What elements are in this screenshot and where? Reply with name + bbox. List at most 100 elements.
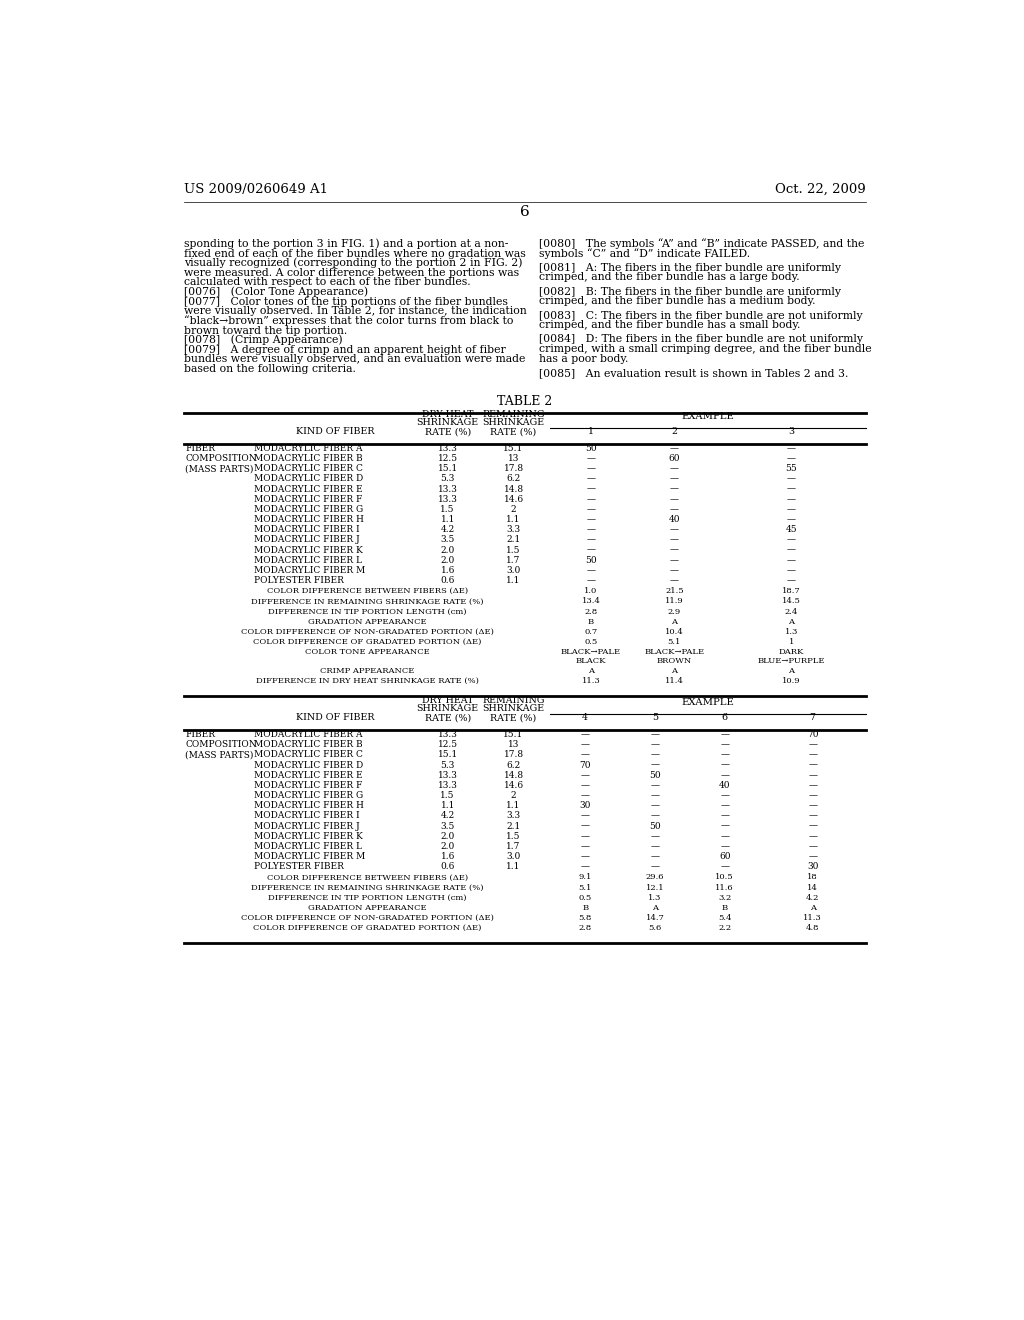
Text: 6.2: 6.2	[507, 760, 520, 770]
Text: MODACRYLIC FIBER B: MODACRYLIC FIBER B	[254, 454, 362, 463]
Text: —: —	[786, 566, 796, 576]
Text: 30: 30	[807, 862, 818, 871]
Text: 1.1: 1.1	[507, 576, 521, 585]
Text: —: —	[581, 741, 590, 750]
Text: —: —	[650, 730, 659, 739]
Text: 70: 70	[580, 760, 591, 770]
Text: MODACRYLIC FIBER D: MODACRYLIC FIBER D	[254, 474, 364, 483]
Text: 4: 4	[583, 713, 588, 722]
Text: 1.1: 1.1	[507, 862, 521, 871]
Text: 2.4: 2.4	[784, 607, 798, 615]
Text: 5.1: 5.1	[668, 638, 681, 645]
Text: —: —	[786, 556, 796, 565]
Text: crimped, and the fiber bundle has a small body.: crimped, and the fiber bundle has a smal…	[539, 321, 800, 330]
Text: were measured. A color difference between the portions was: were measured. A color difference betwee…	[183, 268, 519, 277]
Text: 17.8: 17.8	[504, 751, 523, 759]
Text: —: —	[720, 760, 729, 770]
Text: —: —	[720, 771, 729, 780]
Text: 15.1: 15.1	[437, 751, 458, 759]
Text: A: A	[788, 618, 795, 626]
Text: [0084]   D: The fibers in the fiber bundle are not uniformly: [0084] D: The fibers in the fiber bundle…	[539, 334, 863, 345]
Text: 1.1: 1.1	[440, 515, 455, 524]
Text: [0085]   An evaluation result is shown in Tables 2 and 3.: [0085] An evaluation result is shown in …	[539, 368, 848, 378]
Text: —: —	[720, 842, 729, 851]
Text: 15.1: 15.1	[437, 465, 458, 474]
Text: crimped, and the fiber bundle has a large body.: crimped, and the fiber bundle has a larg…	[539, 272, 800, 282]
Text: 11.9: 11.9	[665, 598, 684, 606]
Text: —: —	[650, 812, 659, 821]
Text: BLACK: BLACK	[575, 657, 606, 665]
Text: 50: 50	[586, 556, 597, 565]
Text: —: —	[650, 862, 659, 871]
Text: KIND OF FIBER: KIND OF FIBER	[296, 428, 375, 436]
Text: 13.3: 13.3	[437, 484, 458, 494]
Text: 1.7: 1.7	[507, 556, 521, 565]
Text: 14.6: 14.6	[504, 495, 523, 504]
Text: MODACRYLIC FIBER C: MODACRYLIC FIBER C	[254, 465, 364, 474]
Text: 5.4: 5.4	[718, 913, 731, 923]
Text: —: —	[786, 506, 796, 513]
Text: —: —	[720, 741, 729, 750]
Text: 0.7: 0.7	[585, 628, 598, 636]
Text: 70: 70	[807, 730, 818, 739]
Text: REMAINING: REMAINING	[482, 411, 545, 420]
Text: 2: 2	[511, 506, 516, 513]
Text: DARK: DARK	[778, 648, 804, 656]
Text: —: —	[581, 791, 590, 800]
Text: —: —	[720, 862, 729, 871]
Text: A: A	[672, 618, 677, 626]
Text: [0076]   (Color Tone Appearance): [0076] (Color Tone Appearance)	[183, 286, 368, 297]
Text: DIFFERENCE IN TIP PORTION LENGTH (cm): DIFFERENCE IN TIP PORTION LENGTH (cm)	[268, 894, 466, 902]
Text: 6: 6	[520, 205, 529, 219]
Text: 29.6: 29.6	[646, 874, 665, 882]
Text: 13: 13	[508, 741, 519, 750]
Text: 3.5: 3.5	[440, 821, 455, 830]
Text: —: —	[670, 484, 679, 494]
Text: Oct. 22, 2009: Oct. 22, 2009	[775, 183, 866, 197]
Text: —: —	[587, 506, 596, 513]
Text: 13.3: 13.3	[437, 444, 458, 453]
Text: 1.6: 1.6	[440, 853, 455, 861]
Text: —: —	[720, 812, 729, 821]
Text: 0.5: 0.5	[585, 638, 598, 645]
Text: 2.8: 2.8	[585, 607, 598, 615]
Text: 4.2: 4.2	[440, 812, 455, 821]
Text: 1.5: 1.5	[440, 506, 455, 513]
Text: 3.5: 3.5	[440, 536, 455, 544]
Text: brown toward the tip portion.: brown toward the tip portion.	[183, 326, 347, 335]
Text: 14.8: 14.8	[504, 484, 523, 494]
Text: CRIMP APPEARANCE: CRIMP APPEARANCE	[319, 667, 415, 675]
Text: 1.5: 1.5	[440, 791, 455, 800]
Text: —: —	[720, 821, 729, 830]
Text: 1.6: 1.6	[440, 566, 455, 576]
Text: —: —	[581, 781, 590, 789]
Text: —: —	[650, 853, 659, 861]
Text: —: —	[670, 556, 679, 565]
Text: —: —	[650, 760, 659, 770]
Text: —: —	[808, 751, 817, 759]
Text: 1: 1	[588, 428, 594, 436]
Text: MODACRYLIC FIBER M: MODACRYLIC FIBER M	[254, 566, 366, 576]
Text: —: —	[808, 801, 817, 810]
Text: —: —	[808, 842, 817, 851]
Text: fixed end of each of the fiber bundles where no gradation was: fixed end of each of the fiber bundles w…	[183, 248, 525, 259]
Text: calculated with respect to each of the fiber bundles.: calculated with respect to each of the f…	[183, 277, 470, 288]
Text: —: —	[587, 474, 596, 483]
Text: —: —	[808, 821, 817, 830]
Text: 1.3: 1.3	[648, 894, 662, 902]
Text: 5.8: 5.8	[579, 913, 592, 923]
Text: BROWN: BROWN	[656, 657, 692, 665]
Text: A: A	[652, 904, 658, 912]
Text: MODACRYLIC FIBER E: MODACRYLIC FIBER E	[254, 484, 362, 494]
Text: A: A	[672, 667, 677, 675]
Text: 3.0: 3.0	[507, 566, 520, 576]
Text: 9.1: 9.1	[579, 874, 592, 882]
Text: —: —	[670, 576, 679, 585]
Text: [0083]   C: The fibers in the fiber bundle are not uniformly: [0083] C: The fibers in the fiber bundle…	[539, 310, 862, 321]
Text: 55: 55	[785, 465, 798, 474]
Text: A: A	[788, 667, 795, 675]
Text: —: —	[808, 781, 817, 789]
Text: FIBER: FIBER	[185, 444, 215, 453]
Text: 11.3: 11.3	[582, 677, 600, 685]
Text: 60: 60	[719, 853, 730, 861]
